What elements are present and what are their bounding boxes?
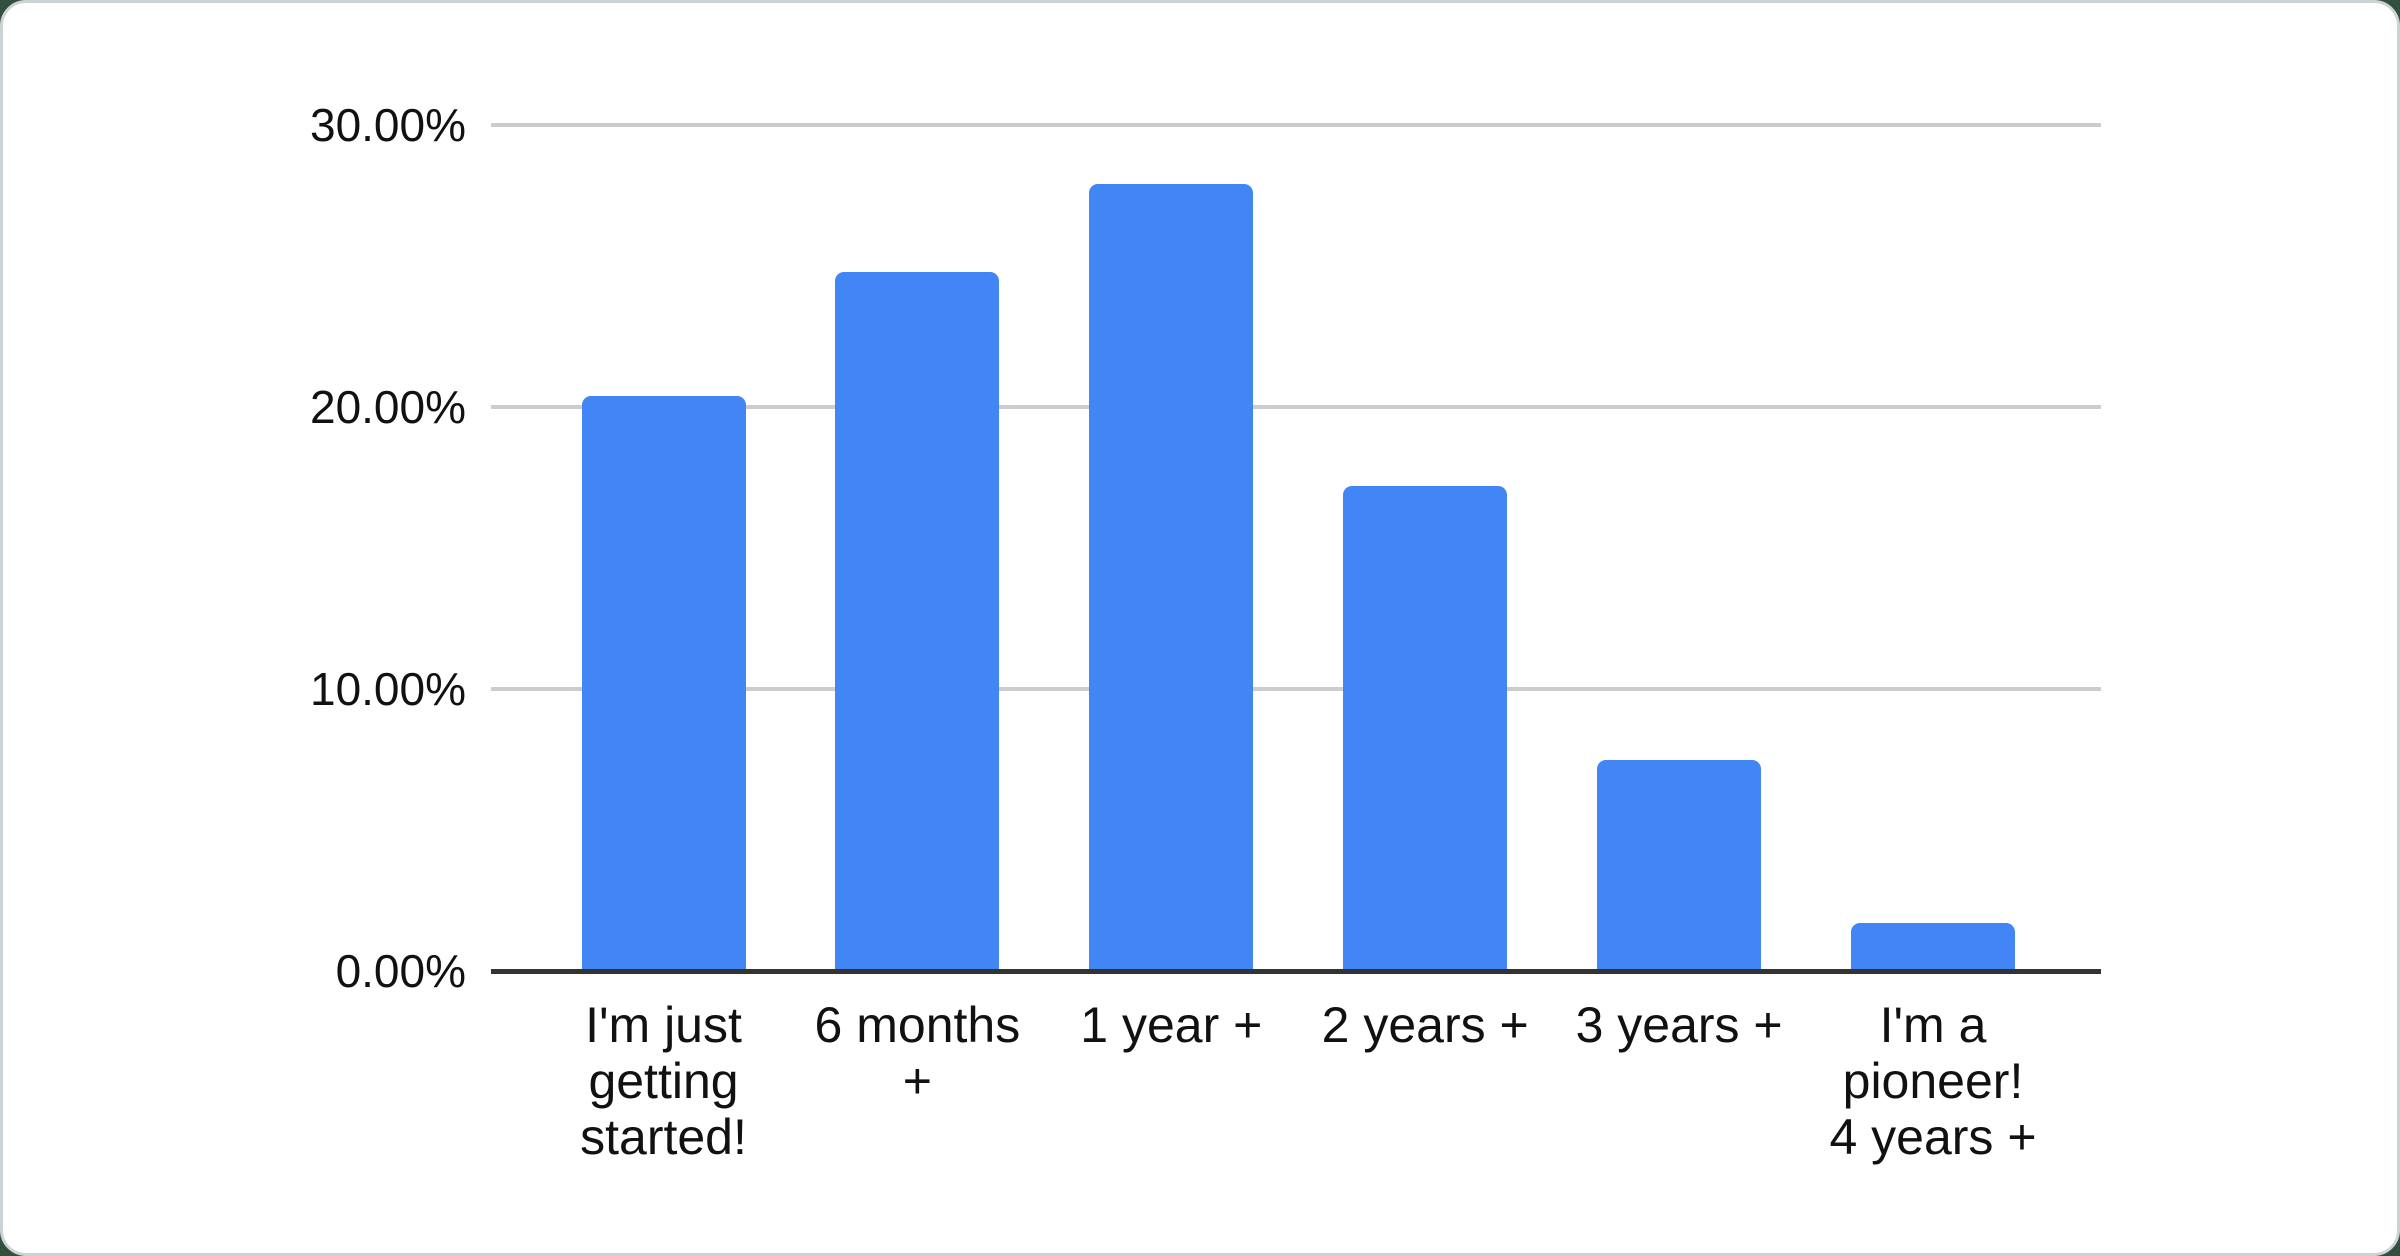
plot-area [491, 123, 2101, 974]
x-axis-tick-label: 3 years + [1575, 997, 1783, 1053]
y-axis-tick-label: 0.00% [335, 945, 466, 997]
x-axis-tick-label: I'm just getting started! [580, 997, 747, 1165]
bar-6[interactable] [1851, 923, 2015, 971]
gridline-20-percent [491, 405, 2101, 409]
x-axis-tick-label: 6 months + [814, 997, 1021, 1109]
y-axis-tick-label: 10.00% [309, 663, 466, 715]
bar-1[interactable] [581, 395, 746, 971]
gridline-10-percent [491, 687, 2101, 691]
x-axis-tick-label: 2 years + [1321, 997, 1529, 1053]
x-axis-baseline [491, 969, 2101, 974]
y-axis-tick-label: 30.00% [309, 99, 466, 151]
bar-3[interactable] [1089, 184, 1254, 971]
x-axis-tick-label: I'm a pioneer! 4 years + [1829, 997, 2037, 1165]
bar-5[interactable] [1597, 759, 1762, 971]
x-axis-tick-label: 1 year + [1080, 997, 1263, 1053]
bar-2[interactable] [835, 271, 1000, 971]
bar-4[interactable] [1343, 485, 1508, 971]
gridline-30-percent [491, 123, 2101, 127]
y-axis-tick-label: 20.00% [309, 381, 466, 433]
